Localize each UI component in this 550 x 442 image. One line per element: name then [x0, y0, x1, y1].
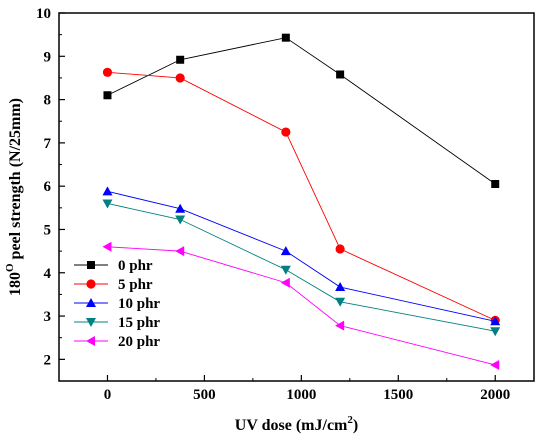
data-point: [176, 55, 185, 64]
legend-item: 15 phr: [74, 315, 160, 331]
data-point: [280, 265, 291, 275]
data-point: [175, 203, 186, 213]
x-tick-label: 1000: [286, 387, 316, 403]
y-tick-label: 2: [44, 352, 52, 368]
data-point: [175, 73, 185, 83]
legend-item: 0 phr: [74, 258, 153, 274]
data-point: [175, 246, 185, 257]
data-point: [280, 246, 291, 256]
series-layer: [102, 33, 501, 370]
data-point: [103, 91, 112, 100]
y-tick-label: 6: [44, 179, 52, 195]
legend-label: 10 phr: [118, 296, 160, 312]
legend-marker: [86, 336, 95, 346]
y-tick-label: 8: [44, 93, 52, 109]
series-1: [102, 67, 500, 325]
y-tick-label: 4: [44, 266, 52, 282]
y-axis-title-suffix: peel strength (N/25mm): [7, 98, 24, 263]
series-0: [103, 33, 500, 189]
legend-item: 5 phr: [74, 277, 153, 293]
series-line: [107, 203, 496, 332]
y-axis-title-prefix: 180: [7, 272, 24, 296]
data-point: [335, 282, 346, 292]
legend-label: 0 phr: [118, 258, 153, 274]
data-point: [335, 244, 345, 254]
y-tick-label: 5: [44, 222, 52, 238]
series-2: [102, 186, 501, 326]
legend-marker: [86, 318, 96, 327]
y-tick-label: 10: [36, 6, 51, 22]
series-line: [107, 190, 496, 322]
data-point: [490, 327, 501, 337]
x-tick-label: 1500: [383, 387, 413, 403]
data-point: [491, 180, 500, 189]
x-axis-title: UV dose (mJ/cm2): [235, 414, 358, 434]
y-tick-label: 9: [44, 49, 52, 65]
legend-marker: [86, 298, 96, 307]
x-tick-label: 500: [193, 387, 216, 403]
x-tick-label: 2000: [480, 387, 510, 403]
series-line: [107, 246, 496, 366]
data-point: [102, 67, 113, 77]
data-point: [281, 33, 290, 42]
plot-frame: [58, 12, 535, 382]
data-point: [336, 70, 345, 79]
x-tick-label: 0: [104, 387, 112, 403]
data-point: [102, 186, 113, 196]
legend-marker: [86, 279, 96, 289]
x-axis-title-sup: 2: [347, 414, 353, 426]
data-point: [280, 277, 290, 288]
x-axis-title-main: UV dose (mJ/cm: [235, 417, 348, 434]
x-axis-title-suffix: ): [353, 417, 358, 434]
y-tick-label: 3: [44, 309, 52, 325]
y-tick-labels: 2 3 4 5 6 7 8 9 10: [36, 6, 52, 368]
data-point: [490, 359, 500, 370]
axis-ticks: [58, 12, 496, 381]
series-3: [102, 199, 501, 337]
data-point: [175, 215, 186, 225]
legend-label: 20 phr: [118, 334, 160, 350]
legend-item: 10 phr: [74, 296, 160, 312]
data-point: [281, 127, 291, 137]
legend-label: 15 phr: [118, 315, 160, 331]
legend-label: 5 phr: [118, 277, 153, 293]
data-point: [102, 241, 112, 252]
y-axis-title: 180O peel strength (N/25mm): [4, 98, 24, 296]
legend: 0 phr 5 phr 10 phr 15 phr 20 phr: [74, 258, 160, 350]
data-point: [102, 199, 113, 209]
series-line: [107, 37, 496, 185]
legend-item: 20 phr: [74, 334, 160, 350]
y-axis-title-sup: O: [4, 263, 16, 272]
x-tick-labels: 0 500 1000 1500 2000: [104, 387, 511, 403]
y-tick-label: 7: [44, 136, 52, 152]
legend-marker: [87, 261, 95, 269]
series-line: [107, 71, 496, 321]
series-4: [102, 241, 500, 370]
data-point: [490, 316, 501, 326]
data-point: [335, 320, 345, 331]
data-point: [335, 297, 346, 307]
